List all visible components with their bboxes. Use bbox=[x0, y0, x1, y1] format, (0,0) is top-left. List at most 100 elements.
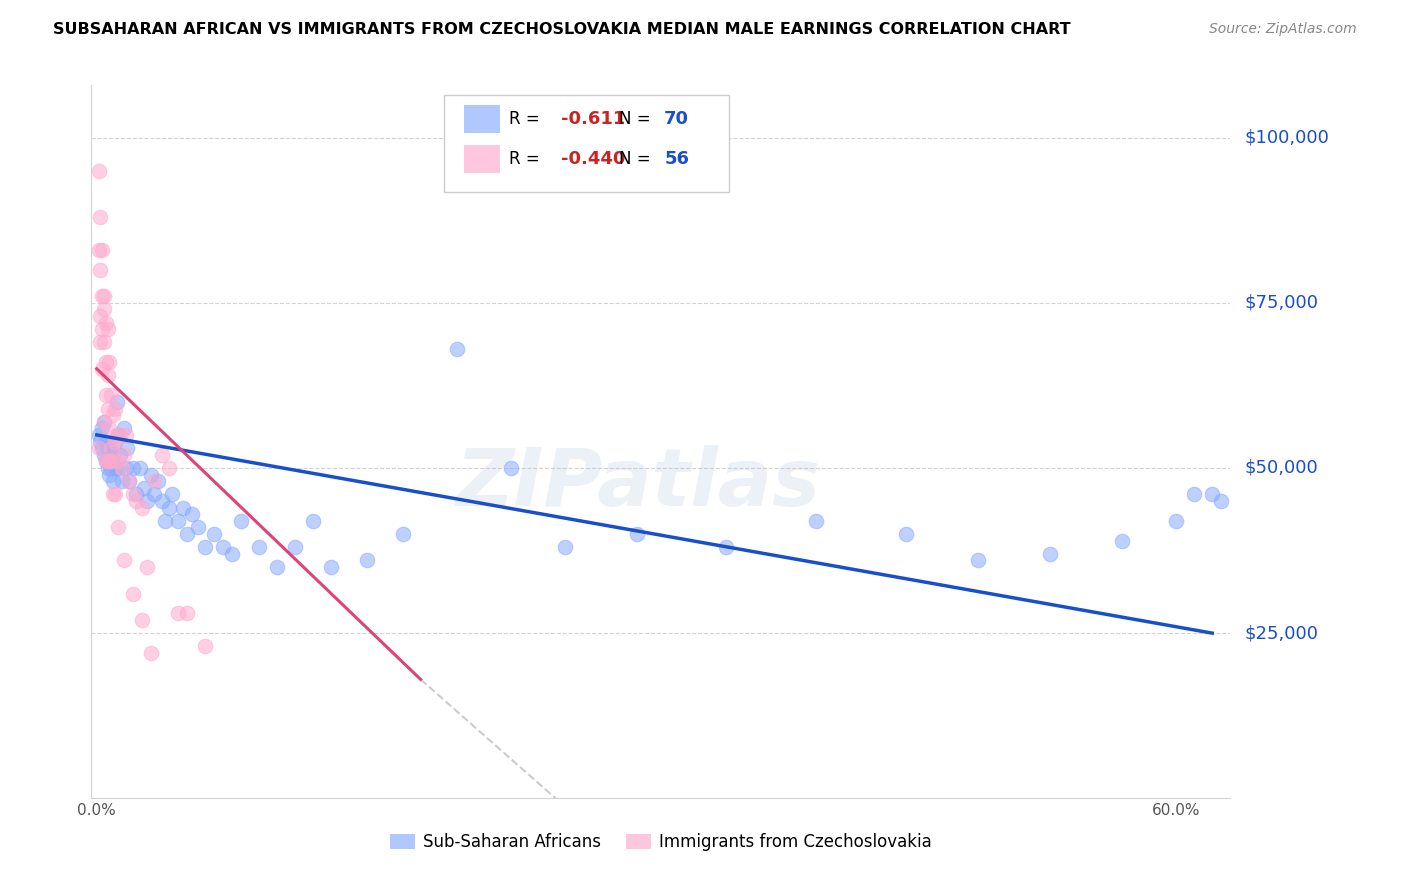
Point bbox=[1211, 494, 1233, 508]
Point bbox=[112, 553, 135, 567]
Point bbox=[554, 541, 576, 555]
Point bbox=[91, 441, 114, 455]
Point bbox=[91, 362, 114, 376]
Point bbox=[93, 415, 115, 429]
Point bbox=[111, 474, 134, 488]
Point bbox=[626, 527, 648, 541]
Point bbox=[125, 487, 148, 501]
Point bbox=[107, 454, 129, 468]
Point bbox=[967, 553, 990, 567]
Point bbox=[91, 421, 114, 435]
Point bbox=[101, 408, 124, 422]
Text: N =: N = bbox=[619, 110, 655, 128]
Point bbox=[319, 560, 342, 574]
Point bbox=[211, 541, 233, 555]
Point bbox=[176, 607, 198, 621]
Point bbox=[91, 322, 114, 336]
Point bbox=[150, 448, 173, 462]
Point bbox=[94, 434, 117, 449]
Point bbox=[89, 210, 111, 224]
Point bbox=[118, 474, 141, 488]
Point bbox=[221, 547, 243, 561]
Point bbox=[112, 448, 135, 462]
Point bbox=[136, 494, 159, 508]
Point bbox=[93, 289, 115, 303]
Point bbox=[91, 289, 114, 303]
Point bbox=[446, 342, 468, 356]
Point bbox=[87, 441, 110, 455]
Legend: Sub-Saharan Africans, Immigrants from Czechoslovakia: Sub-Saharan Africans, Immigrants from Cz… bbox=[382, 827, 939, 858]
Point bbox=[125, 494, 148, 508]
Point bbox=[105, 395, 128, 409]
Text: R =: R = bbox=[509, 150, 546, 168]
Point bbox=[100, 441, 122, 455]
Point bbox=[112, 421, 135, 435]
Point bbox=[98, 454, 121, 468]
Point bbox=[97, 441, 120, 455]
Text: $25,000: $25,000 bbox=[1244, 624, 1319, 642]
Point bbox=[104, 434, 127, 449]
Point bbox=[157, 500, 180, 515]
Point bbox=[94, 316, 117, 330]
Point bbox=[121, 586, 143, 600]
Point bbox=[129, 461, 152, 475]
Point bbox=[93, 415, 115, 429]
Text: R =: R = bbox=[509, 110, 546, 128]
Point bbox=[1201, 487, 1223, 501]
Point bbox=[93, 335, 115, 350]
Text: N =: N = bbox=[619, 150, 655, 168]
Point bbox=[121, 487, 143, 501]
Text: $50,000: $50,000 bbox=[1244, 459, 1317, 477]
Point bbox=[97, 368, 120, 383]
Point bbox=[94, 388, 117, 402]
Point bbox=[87, 163, 110, 178]
Point bbox=[101, 474, 124, 488]
Point bbox=[117, 441, 139, 455]
Point bbox=[131, 613, 153, 627]
Point bbox=[111, 461, 134, 475]
Point bbox=[107, 520, 129, 534]
Point bbox=[176, 527, 198, 541]
Point bbox=[131, 500, 153, 515]
Point bbox=[104, 461, 127, 475]
Point bbox=[1182, 487, 1205, 501]
Point bbox=[101, 448, 124, 462]
Point bbox=[139, 467, 162, 482]
Point bbox=[89, 335, 111, 350]
Point bbox=[94, 454, 117, 468]
Point bbox=[716, 541, 738, 555]
Point bbox=[1166, 514, 1188, 528]
Point bbox=[356, 553, 378, 567]
Point bbox=[114, 461, 136, 475]
Point bbox=[146, 474, 169, 488]
Point bbox=[93, 302, 115, 317]
Point bbox=[98, 355, 121, 369]
Point bbox=[266, 560, 288, 574]
Point bbox=[89, 262, 111, 277]
Point bbox=[136, 560, 159, 574]
Text: $100,000: $100,000 bbox=[1244, 128, 1329, 146]
Point bbox=[94, 355, 117, 369]
FancyBboxPatch shape bbox=[464, 145, 501, 172]
Point bbox=[98, 421, 121, 435]
Point bbox=[94, 454, 117, 468]
Text: Source: ZipAtlas.com: Source: ZipAtlas.com bbox=[1209, 22, 1357, 37]
Point bbox=[391, 527, 413, 541]
Point bbox=[108, 448, 131, 462]
Point bbox=[1111, 533, 1133, 548]
Point bbox=[139, 646, 162, 660]
Point bbox=[132, 481, 155, 495]
Point bbox=[118, 474, 141, 488]
Point bbox=[143, 474, 166, 488]
Point bbox=[104, 487, 127, 501]
Point bbox=[157, 461, 180, 475]
Point bbox=[150, 494, 173, 508]
Text: -0.611: -0.611 bbox=[561, 110, 626, 128]
Point bbox=[153, 514, 176, 528]
Text: 56: 56 bbox=[664, 150, 689, 168]
Point bbox=[143, 487, 166, 501]
Point bbox=[93, 448, 115, 462]
Point bbox=[97, 454, 120, 468]
Point bbox=[172, 500, 194, 515]
Point bbox=[101, 487, 124, 501]
